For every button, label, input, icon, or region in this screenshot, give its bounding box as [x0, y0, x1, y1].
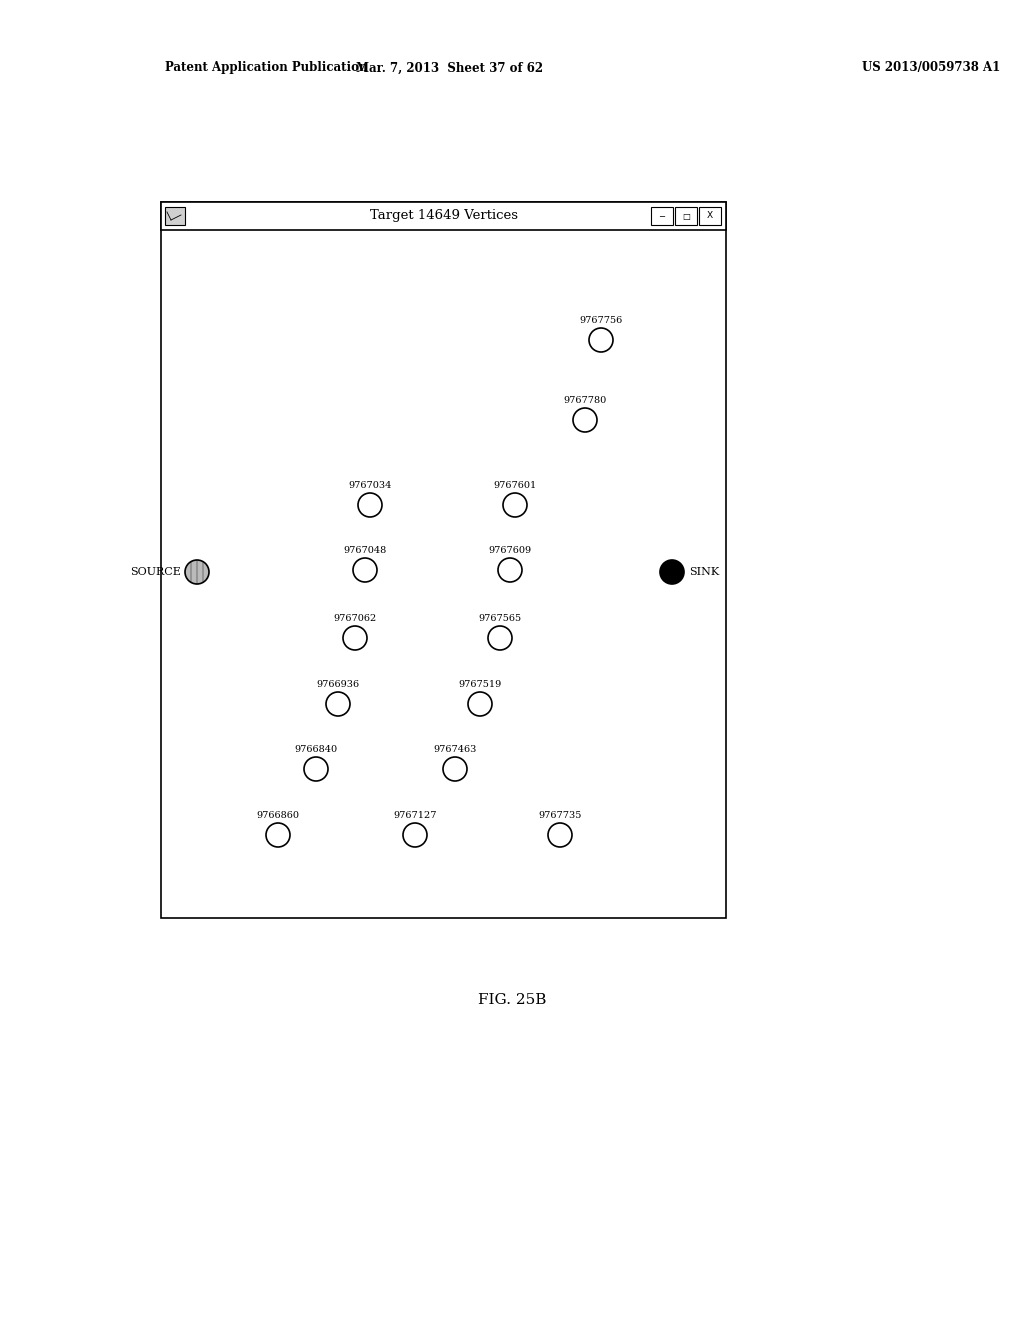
Text: 9766860: 9766860	[256, 810, 299, 820]
Circle shape	[185, 560, 209, 583]
Circle shape	[353, 558, 377, 582]
Text: Target 14649 Vertices: Target 14649 Vertices	[370, 210, 517, 223]
Text: 9767463: 9767463	[433, 744, 477, 754]
Bar	[161, 202, 726, 917]
Circle shape	[468, 692, 492, 715]
Bar	[161, 202, 726, 230]
Circle shape	[573, 408, 597, 432]
Text: 9766936: 9766936	[316, 680, 359, 689]
Text: 9767780: 9767780	[563, 396, 606, 405]
Text: 9767519: 9767519	[459, 680, 502, 689]
Text: FIG. 25B: FIG. 25B	[478, 993, 546, 1007]
Circle shape	[548, 822, 572, 847]
Text: Patent Application Publication: Patent Application Publication	[165, 62, 368, 74]
Circle shape	[660, 560, 684, 583]
Bar	[675, 207, 697, 224]
Circle shape	[304, 756, 328, 781]
Text: ─: ─	[659, 211, 665, 220]
Text: □: □	[682, 211, 690, 220]
Text: SOURCE: SOURCE	[130, 568, 181, 577]
Text: 9767735: 9767735	[539, 810, 582, 820]
Circle shape	[443, 756, 467, 781]
Text: 9766840: 9766840	[295, 744, 338, 754]
Text: 9767127: 9767127	[393, 810, 437, 820]
Circle shape	[358, 492, 382, 517]
Text: SINK: SINK	[689, 568, 719, 577]
Circle shape	[503, 492, 527, 517]
Text: 9767062: 9767062	[334, 614, 377, 623]
Circle shape	[498, 558, 522, 582]
Text: 9767048: 9767048	[343, 546, 387, 554]
Circle shape	[343, 626, 367, 649]
Circle shape	[266, 822, 290, 847]
Bar	[165, 207, 185, 224]
Text: 9767565: 9767565	[478, 614, 521, 623]
Circle shape	[589, 327, 613, 352]
Bar	[699, 207, 721, 224]
Circle shape	[403, 822, 427, 847]
Bar	[651, 207, 673, 224]
Text: 9767609: 9767609	[488, 546, 531, 554]
Text: 9767034: 9767034	[348, 480, 392, 490]
Text: 9767756: 9767756	[580, 315, 623, 325]
Circle shape	[488, 626, 512, 649]
Text: X: X	[707, 211, 713, 220]
Circle shape	[326, 692, 350, 715]
Text: 9767601: 9767601	[494, 480, 537, 490]
Text: Mar. 7, 2013  Sheet 37 of 62: Mar. 7, 2013 Sheet 37 of 62	[356, 62, 544, 74]
Text: US 2013/0059738 A1: US 2013/0059738 A1	[862, 62, 1000, 74]
